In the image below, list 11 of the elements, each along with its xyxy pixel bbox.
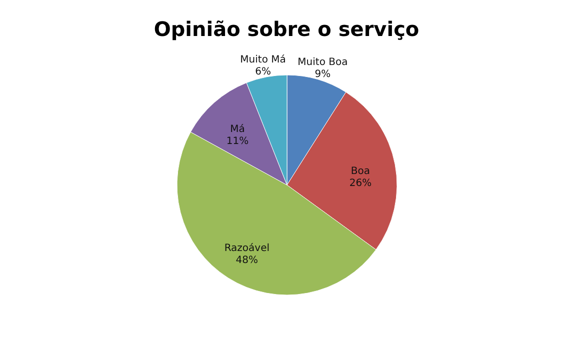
chart-title: Opinião sobre o serviço	[154, 17, 420, 41]
slice-label: Boa	[350, 166, 370, 177]
slice-label: Má	[230, 124, 245, 135]
data-label: 48%	[236, 255, 258, 266]
slice-label: Muito Má	[240, 54, 286, 66]
data-label: 6%	[255, 66, 271, 78]
data-label: 9%	[314, 69, 331, 80]
data-label: 11%	[226, 136, 249, 147]
data-label: 26%	[349, 178, 372, 189]
slice-label: Razoável	[224, 243, 270, 254]
slice-label: Muito Boa	[298, 57, 348, 68]
